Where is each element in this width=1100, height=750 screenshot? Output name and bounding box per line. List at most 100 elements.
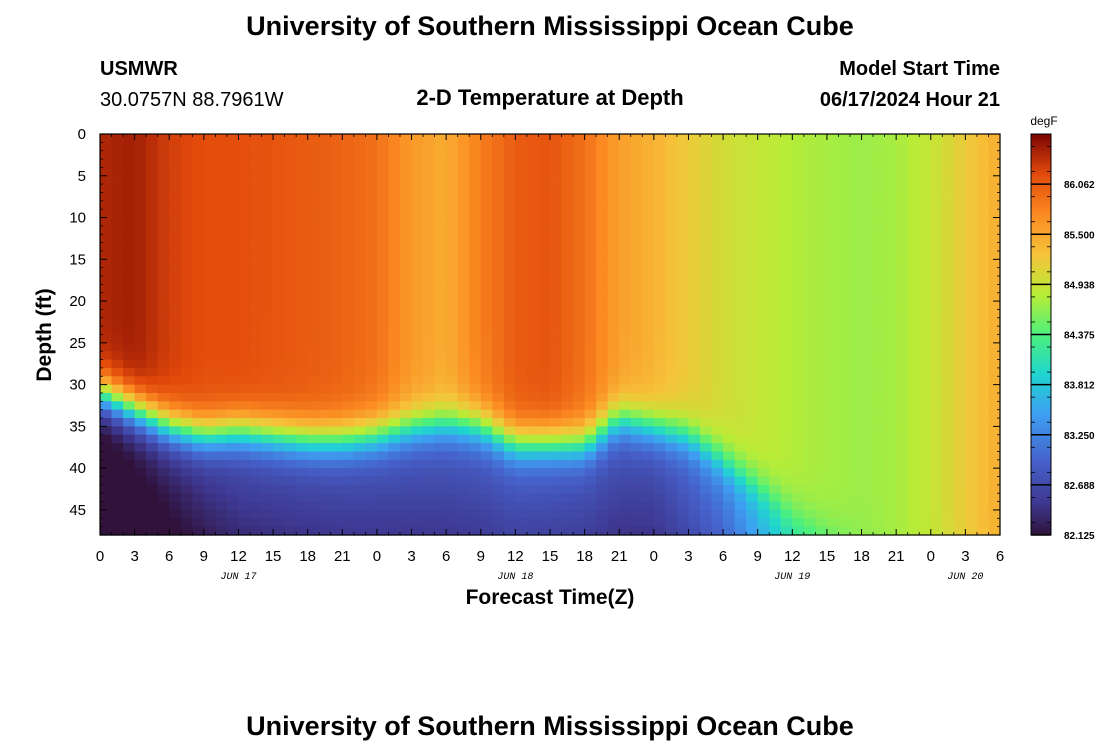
heatmap-cell: [469, 509, 482, 519]
heatmap-cell: [746, 367, 759, 377]
heatmap-cell: [146, 242, 159, 252]
heatmap-cell: [630, 159, 643, 169]
heatmap-cell: [100, 468, 113, 478]
heatmap-cell: [896, 184, 909, 194]
heatmap-cell: [988, 317, 1001, 327]
heatmap-cell: [769, 159, 782, 169]
heatmap-cell: [526, 284, 540, 294]
heatmap-cell: [850, 351, 863, 361]
heatmap-cell: [942, 309, 955, 319]
heatmap-cell: [134, 342, 147, 352]
heatmap-cell: [411, 426, 424, 436]
heatmap-cell: [907, 225, 920, 235]
heatmap-cell: [850, 392, 863, 402]
heatmap-cell: [976, 509, 990, 519]
heatmap-cell: [965, 351, 978, 361]
heatmap-cell: [400, 468, 413, 478]
heatmap-cell: [446, 142, 459, 152]
heatmap-cell: [780, 292, 793, 302]
heatmap-cell: [953, 501, 966, 511]
heatmap-cell: [850, 142, 863, 152]
heatmap-cell: [261, 134, 274, 143]
heatmap-cell: [353, 392, 366, 402]
heatmap-cell: [688, 484, 701, 494]
heatmap-cell: [700, 426, 713, 436]
heatmap-cell: [400, 292, 413, 302]
heatmap-cell: [146, 384, 159, 394]
heatmap-cell: [711, 342, 724, 352]
heatmap-cell: [607, 426, 620, 436]
heatmap-cell: [965, 367, 978, 377]
heatmap-cell: [942, 225, 955, 235]
heatmap-cell: [469, 351, 482, 361]
heatmap-cell: [873, 451, 886, 461]
heatmap-cell: [861, 159, 874, 169]
heatmap-cell: [319, 142, 332, 152]
heatmap-cell: [653, 134, 666, 143]
heatmap-cell: [238, 459, 251, 469]
heatmap-cell: [700, 175, 713, 185]
heatmap-cell: [688, 451, 701, 461]
heatmap-cell: [965, 334, 978, 344]
heatmap-cell: [457, 276, 470, 285]
heatmap-cell: [976, 250, 990, 260]
heatmap-cell: [573, 276, 586, 285]
heatmap-cell: [919, 309, 932, 319]
heatmap-cell: [273, 217, 286, 227]
heatmap-cell: [526, 192, 540, 202]
heatmap-cell: [503, 200, 516, 210]
heatmap-cell: [884, 392, 897, 402]
heatmap-cell: [746, 225, 759, 235]
heatmap-cell: [596, 301, 609, 311]
heatmap-cell: [792, 342, 805, 352]
heatmap-cell: [561, 284, 574, 294]
heatmap-cell: [353, 225, 366, 235]
heatmap-cell: [480, 292, 493, 302]
heatmap-cell: [192, 342, 205, 352]
heatmap-cell: [850, 484, 863, 494]
heatmap-cell: [400, 509, 413, 519]
heatmap-cell: [411, 409, 424, 419]
heatmap-cell: [492, 418, 505, 427]
heatmap-cell: [884, 267, 897, 277]
heatmap-cell: [665, 175, 678, 185]
heatmap-cell: [273, 334, 286, 344]
heatmap-cell: [261, 493, 274, 503]
heatmap-cell: [780, 418, 793, 427]
heatmap-cell: [480, 459, 493, 469]
heatmap-cell: [215, 476, 228, 486]
heatmap-cell: [873, 401, 886, 411]
heatmap-cell: [411, 443, 424, 453]
heatmap-cell: [492, 459, 505, 469]
heatmap-cell: [907, 359, 920, 369]
heatmap-cell: [988, 175, 1001, 185]
heatmap-cell: [100, 526, 113, 536]
heatmap-cell: [976, 367, 990, 377]
heatmap-cell: [907, 276, 920, 285]
heatmap-cell: [746, 451, 759, 461]
heatmap-cell: [850, 326, 863, 336]
heatmap-cell: [180, 526, 193, 536]
heatmap-cell: [930, 392, 943, 402]
heatmap-cell: [134, 142, 147, 152]
heatmap-cell: [942, 501, 955, 511]
heatmap-cell: [342, 309, 355, 319]
heatmap-cell: [169, 326, 182, 336]
heatmap-cell: [376, 518, 390, 528]
heatmap-cell: [792, 234, 805, 244]
heatmap-cell: [342, 217, 355, 227]
heatmap-cell: [123, 476, 136, 486]
heatmap-cell: [665, 184, 678, 194]
heatmap-cell: [400, 501, 413, 511]
heatmap-cell: [169, 526, 182, 536]
heatmap-cell: [653, 342, 666, 352]
heatmap-cell: [157, 509, 170, 519]
heatmap-cell: [907, 518, 920, 528]
heatmap-cell: [192, 159, 205, 169]
heatmap-cell: [273, 150, 286, 160]
heatmap-cell: [607, 167, 620, 177]
heatmap-cell: [111, 384, 124, 394]
heatmap-cell: [596, 200, 609, 210]
heatmap-cell: [965, 309, 978, 319]
heatmap-cell: [896, 392, 909, 402]
